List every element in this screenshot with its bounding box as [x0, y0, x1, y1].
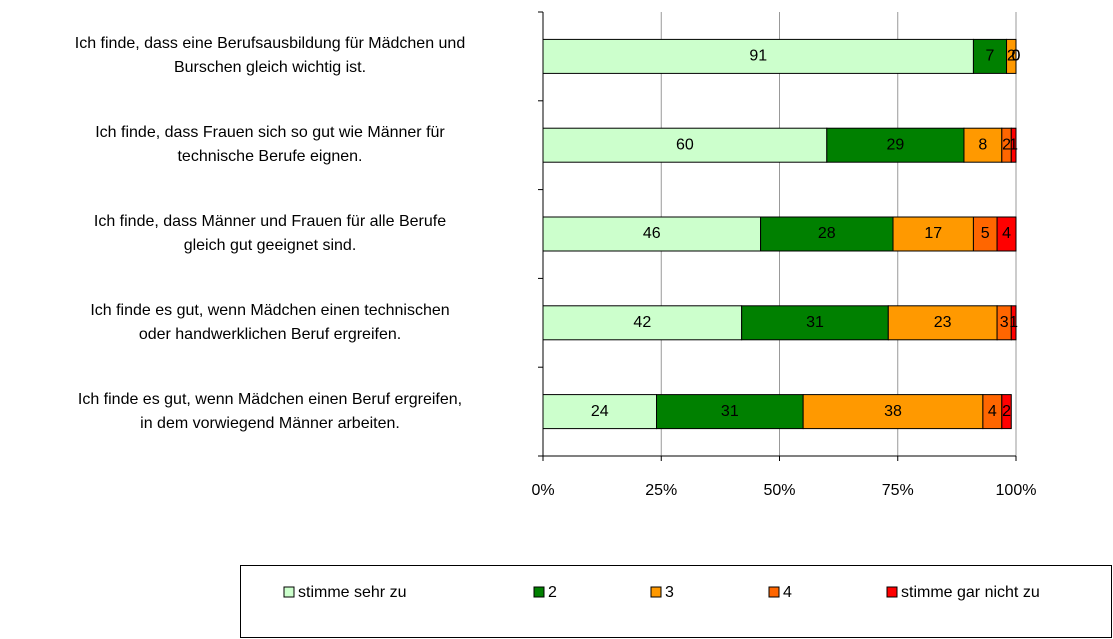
legend-swatch — [533, 586, 545, 598]
bar-segment — [892, 216, 974, 252]
legend-box — [240, 565, 1112, 638]
data-label: 17 — [924, 225, 942, 242]
data-label: 2 — [1002, 403, 1011, 420]
data-label: 29 — [886, 136, 904, 153]
data-label: 24 — [591, 403, 609, 420]
legend-swatch — [283, 586, 295, 598]
bar-segment — [656, 394, 804, 430]
data-label: 42 — [633, 314, 651, 331]
data-label: 0 — [1012, 48, 1021, 65]
x-tick-label: 0% — [531, 482, 554, 499]
bar-segment — [963, 127, 1003, 163]
y-tick-label: Ich finde, dass Frauen sich so gut wie M… — [95, 124, 445, 166]
data-label: 46 — [643, 225, 661, 242]
x-tick-label: 50% — [763, 482, 795, 499]
y-tick-label: Ich finde es gut, wenn Mädchen einen tec… — [90, 301, 450, 343]
legend-swatch — [650, 586, 662, 598]
data-label: 2 — [1002, 136, 1011, 153]
data-label: 7 — [986, 48, 995, 65]
data-label: 38 — [884, 403, 902, 420]
x-tick-label: 75% — [882, 482, 914, 499]
legend-label: 3 — [665, 584, 674, 601]
legend-label: 2 — [548, 584, 557, 601]
data-label: 28 — [818, 225, 836, 242]
bar-segment — [1010, 127, 1017, 163]
x-tick-label: 25% — [645, 482, 677, 499]
data-label: 8 — [978, 136, 987, 153]
legend-swatch — [886, 586, 898, 598]
y-tick-label: Ich finde es gut, wenn Mädchen einen Ber… — [77, 390, 463, 432]
data-label: 31 — [806, 314, 824, 331]
bar-segment — [887, 305, 998, 341]
bar-segment — [996, 216, 1017, 252]
data-label: 31 — [721, 403, 739, 420]
data-label: 91 — [749, 48, 767, 65]
data-label: 60 — [676, 136, 694, 153]
legend-label: 4 — [783, 584, 792, 601]
y-tick-label: Ich finde, dass eine Berufsausbildung fü… — [74, 35, 466, 77]
data-label: 1 — [1009, 136, 1018, 153]
data-label: 4 — [988, 403, 997, 420]
legend-label: stimme gar nicht zu — [901, 584, 1040, 601]
bar-segment — [1006, 38, 1017, 74]
data-label: 2 — [1007, 48, 1016, 65]
data-label: 23 — [934, 314, 952, 331]
bar-segment — [802, 394, 984, 430]
legend-label: stimme sehr zu — [298, 584, 406, 601]
data-label: 5 — [981, 225, 990, 242]
bar-segment — [1010, 305, 1017, 341]
data-label: 0 — [1012, 48, 1021, 65]
y-tick-label: Ich finde, dass Männer und Frauen für al… — [93, 213, 447, 254]
x-tick-label: 100% — [996, 482, 1037, 499]
bar-segment — [826, 127, 965, 163]
bar-segment — [542, 216, 762, 252]
bar-segment — [542, 127, 828, 163]
bar-segment — [1001, 394, 1012, 430]
data-label: 3 — [1000, 314, 1009, 331]
data-label: 4 — [1002, 225, 1011, 242]
legend-swatch — [768, 586, 780, 598]
data-label: 1 — [1009, 314, 1018, 331]
